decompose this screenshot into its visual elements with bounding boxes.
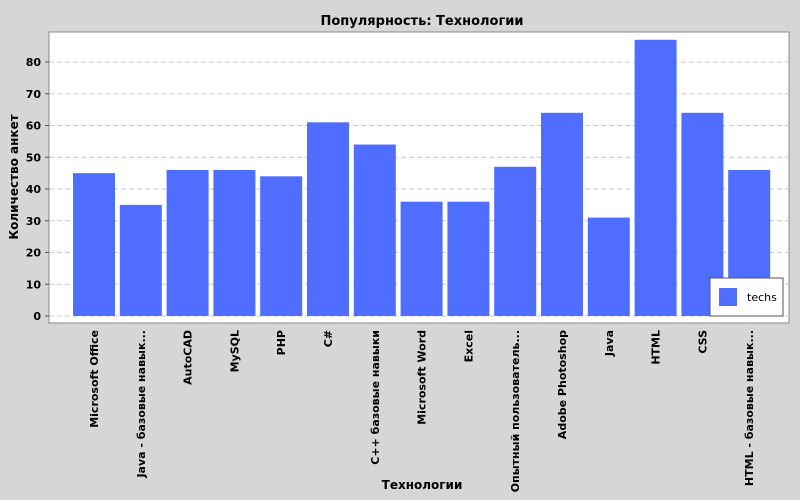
chart-title: Популярность: Технологии xyxy=(321,14,524,29)
x-tick-label: Java xyxy=(603,330,616,357)
y-tick-label: 0 xyxy=(33,310,41,323)
x-tick-label: Microsoft Office xyxy=(88,330,101,428)
bar xyxy=(353,144,396,316)
y-tick-label: 80 xyxy=(26,56,42,69)
x-axis-tick-labels: Microsoft Office Java - базовые навык... A… xyxy=(88,330,756,492)
y-tick-label: 10 xyxy=(26,278,42,291)
x-tick-label: Adobe Photoshop xyxy=(556,330,569,439)
x-tick-label: Опытный пользователь... xyxy=(509,330,522,492)
bar xyxy=(587,217,630,316)
legend-label: techs xyxy=(747,291,777,304)
x-tick-label: MySQL xyxy=(228,330,241,372)
y-tick-label: 40 xyxy=(26,183,42,196)
bar xyxy=(541,112,583,316)
x-tick-label: C# xyxy=(322,330,335,347)
x-tick-label: HTML - базовые навык... xyxy=(743,330,756,486)
y-tick-label: 70 xyxy=(26,88,42,101)
x-tick-label: AutoCAD xyxy=(182,330,195,385)
x-tick-label: CSS xyxy=(696,330,709,354)
bar xyxy=(634,39,677,317)
y-tick-label: 30 xyxy=(26,215,42,228)
y-axis-ticks: 0 10 20 30 40 50 60 70 80 xyxy=(26,56,49,323)
legend-swatch xyxy=(719,288,737,306)
legend: techs xyxy=(709,277,784,317)
x-axis-title: Технологии xyxy=(382,478,463,492)
y-tick-label: 50 xyxy=(26,151,42,164)
bars xyxy=(73,39,771,317)
bar xyxy=(447,201,490,316)
bar xyxy=(73,173,115,316)
bar xyxy=(119,204,162,316)
x-tick-label: Microsoft Word xyxy=(416,330,429,425)
y-tick-label: 20 xyxy=(26,247,42,260)
bar xyxy=(400,201,443,316)
x-tick-label: HTML xyxy=(650,330,663,365)
bar xyxy=(166,169,209,316)
x-tick-label: C++ базовые навыки xyxy=(369,330,382,465)
x-tick-label: Java - базовые навык... xyxy=(135,330,148,479)
x-tick-label: PHP xyxy=(275,330,288,355)
bar xyxy=(213,169,256,316)
bar xyxy=(260,176,303,316)
y-tick-label: 60 xyxy=(26,120,42,133)
bar xyxy=(494,166,537,316)
y-axis-title: Количество анкет xyxy=(7,114,21,239)
x-tick-label: Excel xyxy=(462,330,475,362)
bar xyxy=(307,122,349,316)
